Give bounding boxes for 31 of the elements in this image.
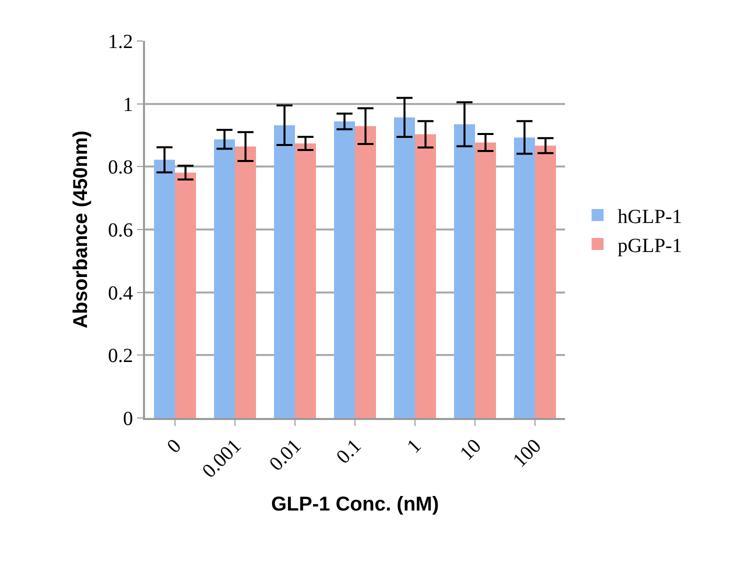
x-tick-label: 0.1 — [332, 435, 366, 468]
x-tick-label: 100 — [508, 435, 546, 472]
y-tick-label: 0.4 — [108, 282, 133, 304]
legend-label: hGLP-1 — [618, 206, 682, 228]
bar — [415, 134, 436, 418]
bar — [514, 137, 535, 418]
bar — [475, 142, 496, 418]
x-tick-label: 0 — [162, 435, 186, 458]
bar — [535, 146, 556, 418]
bar — [154, 160, 175, 418]
bar — [394, 117, 415, 418]
y-tick-label: 0 — [123, 408, 133, 430]
bar — [454, 124, 475, 418]
x-tick-label: 10 — [456, 435, 486, 465]
legend-label: pGLP-1 — [618, 234, 682, 257]
y-tick-label: 0.6 — [108, 220, 133, 242]
bar — [355, 126, 376, 418]
bar — [214, 139, 235, 418]
x-tick-label: 0.01 — [265, 435, 306, 476]
y-axis-title: Absorbance (450nm) — [70, 130, 92, 328]
bar — [235, 146, 256, 418]
x-axis-title: GLP-1 Conc. (nM) — [271, 493, 439, 516]
y-tick-label: 0.2 — [108, 345, 133, 368]
bar — [274, 125, 295, 418]
x-tick-label: 1 — [402, 435, 426, 458]
y-tick-label: 1 — [123, 94, 133, 116]
y-tick-label: 1.2 — [108, 31, 133, 53]
y-tick-label: 0.8 — [108, 156, 133, 179]
bar — [295, 143, 316, 418]
bar — [334, 121, 355, 418]
bar — [175, 172, 196, 418]
